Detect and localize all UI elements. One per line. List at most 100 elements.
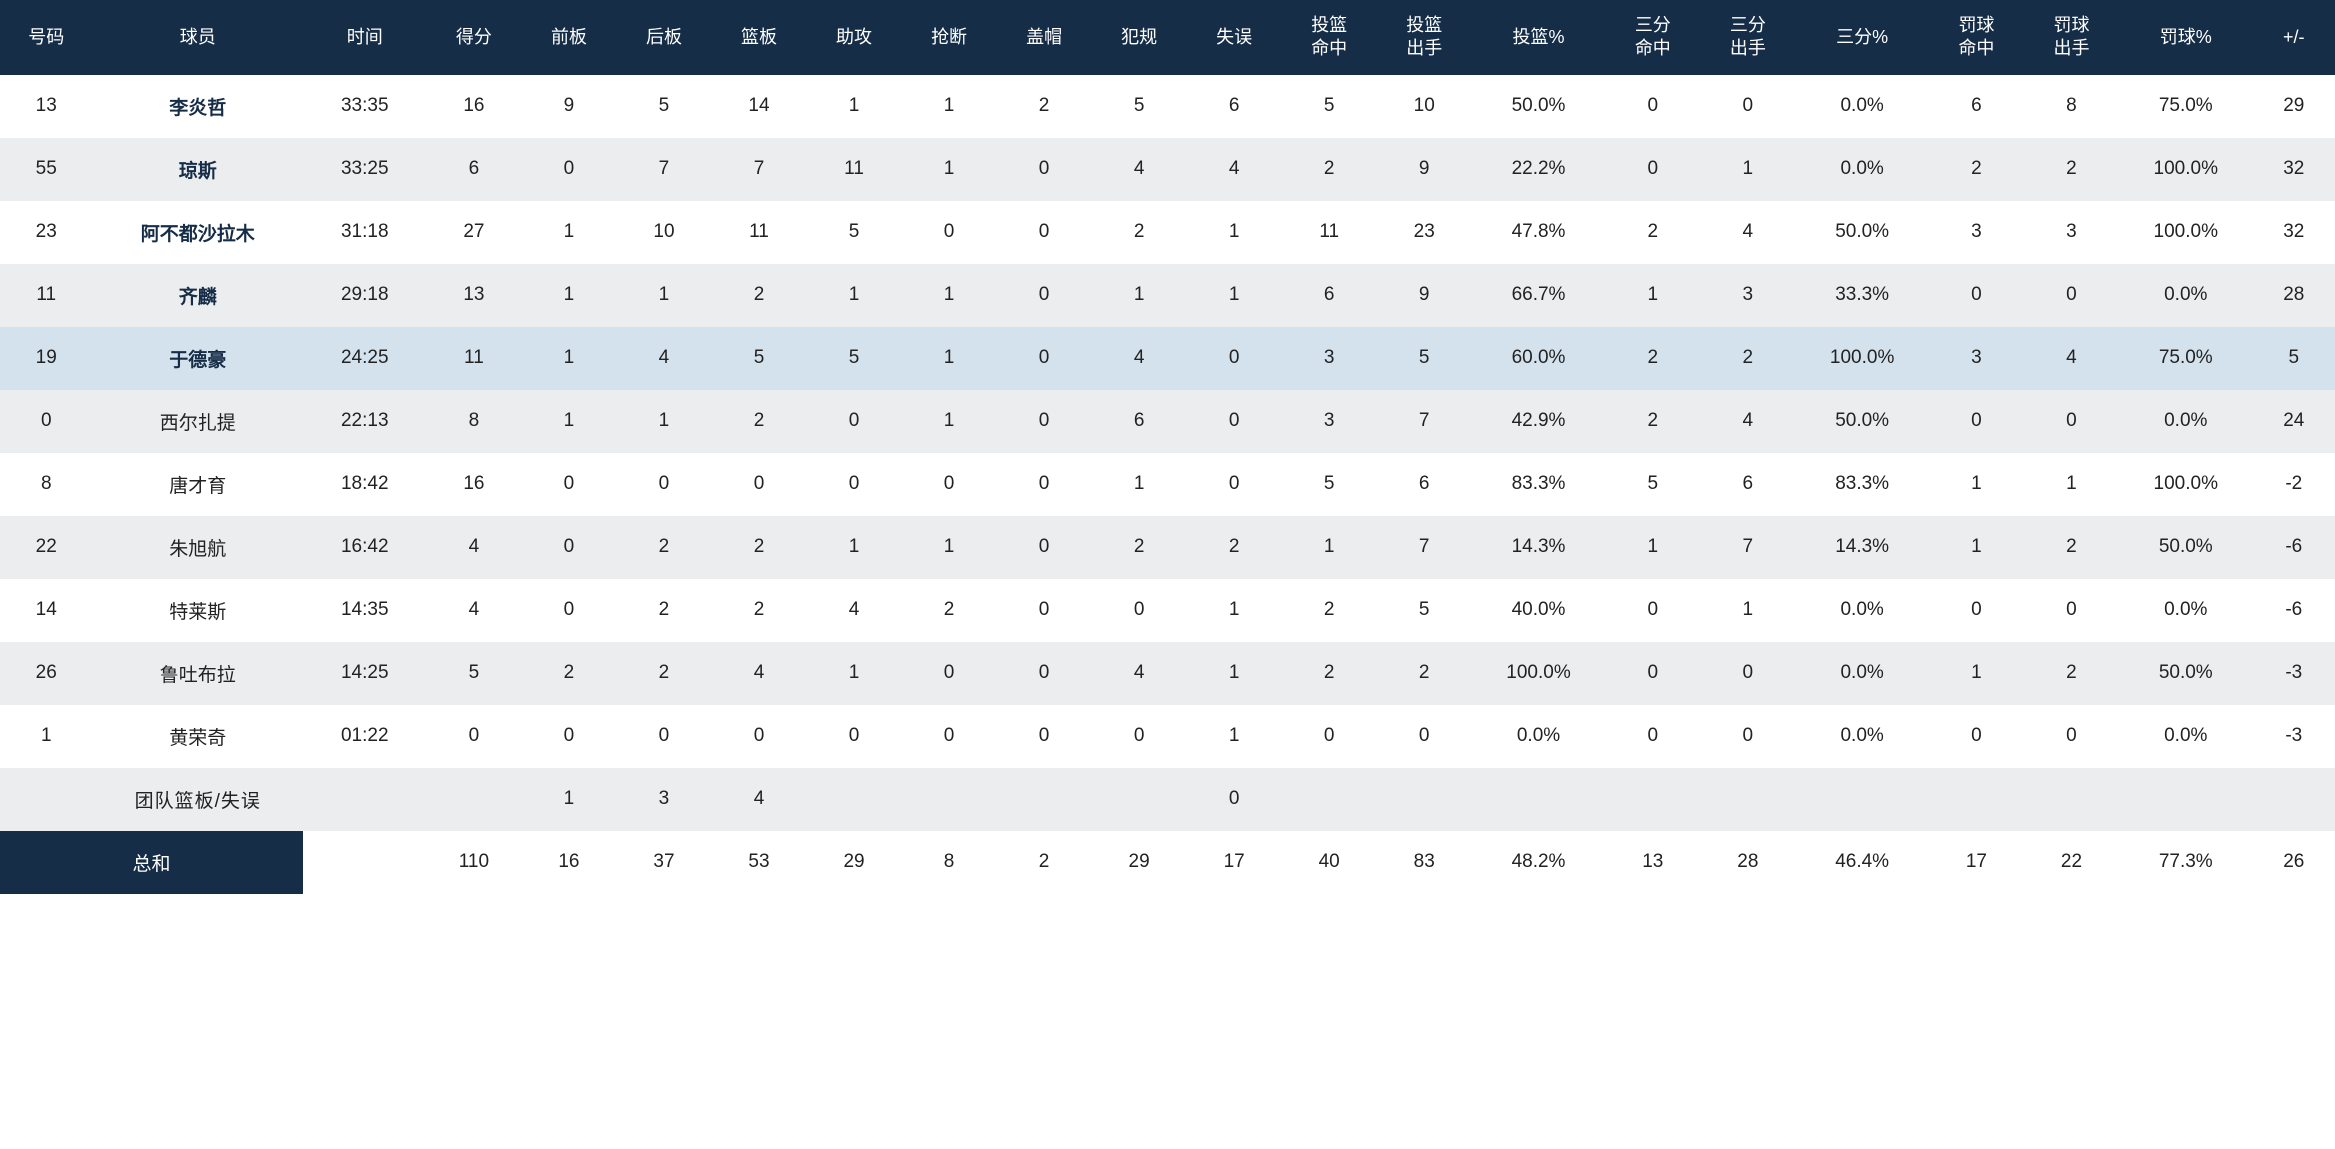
stat-cell: 1	[1605, 516, 1700, 579]
stat-cell: 2	[616, 516, 711, 579]
player-name[interactable]: 阿不都沙拉木	[92, 201, 303, 264]
stat-cell: 19	[0, 327, 92, 390]
stat-cell: 1	[521, 327, 616, 390]
col-header[interactable]: 投篮命中	[1282, 0, 1377, 75]
stat-cell	[0, 768, 92, 831]
stat-cell: 2	[1605, 201, 1700, 264]
col-header[interactable]: 助攻	[807, 0, 902, 75]
stat-cell	[303, 768, 426, 831]
col-header[interactable]: 三分命中	[1605, 0, 1700, 75]
col-header[interactable]: 投篮出手	[1377, 0, 1472, 75]
stat-cell: 0	[997, 327, 1092, 390]
stat-cell: 23	[1377, 201, 1472, 264]
player-name[interactable]: 琼斯	[92, 138, 303, 201]
stat-cell: 55	[0, 138, 92, 201]
stat-cell: 1	[807, 75, 902, 138]
stat-cell: 0	[2024, 579, 2119, 642]
stat-cell: 8	[2024, 75, 2119, 138]
stat-cell: 50.0%	[1795, 390, 1929, 453]
stat-cell: 2	[902, 579, 997, 642]
player-name[interactable]: 黄荣奇	[92, 705, 303, 768]
stat-cell: 50.0%	[1472, 75, 1606, 138]
stat-cell: 4	[426, 579, 521, 642]
col-header[interactable]: 三分%	[1795, 0, 1929, 75]
stat-cell: 1	[1187, 264, 1282, 327]
col-header[interactable]: 罚球出手	[2024, 0, 2119, 75]
stat-cell: 5	[2253, 327, 2335, 390]
table-row: 13李炎哲33:351695141125651050.0%000.0%6875.…	[0, 75, 2335, 138]
stat-cell: 29	[807, 831, 902, 894]
col-header[interactable]: 号码	[0, 0, 92, 75]
stat-cell: 22:13	[303, 390, 426, 453]
stat-cell: 0	[1605, 75, 1700, 138]
stat-cell: 0.0%	[2119, 579, 2253, 642]
player-name[interactable]: 鲁吐布拉	[92, 642, 303, 705]
stat-cell: 3	[616, 768, 711, 831]
stat-cell: 1	[902, 75, 997, 138]
stat-cell: 0.0%	[2119, 390, 2253, 453]
player-name[interactable]: 李炎哲	[92, 75, 303, 138]
stat-cell: 1	[1092, 264, 1187, 327]
stat-cell: 0	[1605, 138, 1700, 201]
stat-cell: 29:18	[303, 264, 426, 327]
stat-cell: 0	[1282, 705, 1377, 768]
stat-cell: 0	[2024, 705, 2119, 768]
stat-cell: 17	[1929, 831, 2024, 894]
stat-cell	[2024, 768, 2119, 831]
stat-cell: 14	[0, 579, 92, 642]
col-header[interactable]: 犯规	[1092, 0, 1187, 75]
stat-cell: 5	[616, 75, 711, 138]
stat-cell: 47.8%	[1472, 201, 1606, 264]
stat-cell: 0.0%	[1795, 75, 1929, 138]
stat-cell: 0	[711, 453, 806, 516]
stat-cell: 5	[1605, 453, 1700, 516]
stat-cell: 0	[997, 201, 1092, 264]
stat-cell: 7	[711, 138, 806, 201]
col-header[interactable]: 抢断	[902, 0, 997, 75]
stat-cell: 1	[1605, 264, 1700, 327]
col-header[interactable]: 盖帽	[997, 0, 1092, 75]
player-name[interactable]: 唐才育	[92, 453, 303, 516]
col-header[interactable]: 时间	[303, 0, 426, 75]
stat-cell: 0	[1187, 327, 1282, 390]
stat-cell: 16:42	[303, 516, 426, 579]
stat-cell: 100.0%	[1472, 642, 1606, 705]
col-header[interactable]: 投篮%	[1472, 0, 1606, 75]
col-header[interactable]: 球员	[92, 0, 303, 75]
stat-cell: 16	[426, 453, 521, 516]
stat-cell: 22	[0, 516, 92, 579]
player-name[interactable]: 朱旭航	[92, 516, 303, 579]
col-header[interactable]: 前板	[521, 0, 616, 75]
player-name[interactable]: 于德豪	[92, 327, 303, 390]
stat-cell: 3	[2024, 201, 2119, 264]
player-name[interactable]: 西尔扎提	[92, 390, 303, 453]
team-row-label: 团队篮板/失误	[92, 768, 303, 831]
stat-cell: 16	[426, 75, 521, 138]
col-header[interactable]: 后板	[616, 0, 711, 75]
col-header[interactable]: 三分出手	[1700, 0, 1795, 75]
stat-cell: 32	[2253, 201, 2335, 264]
player-name[interactable]: 特莱斯	[92, 579, 303, 642]
col-header[interactable]: 得分	[426, 0, 521, 75]
table-row: 0西尔扎提22:138112010603742.9%2450.0%000.0%2…	[0, 390, 2335, 453]
stat-cell: 3	[1929, 201, 2024, 264]
col-header[interactable]: 罚球命中	[1929, 0, 2024, 75]
col-header[interactable]: 罚球%	[2119, 0, 2253, 75]
stat-cell	[2253, 768, 2335, 831]
player-name[interactable]: 齐麟	[92, 264, 303, 327]
stat-cell: 4	[1187, 138, 1282, 201]
stat-cell: 9	[1377, 138, 1472, 201]
stat-cell: 2	[1282, 642, 1377, 705]
stat-cell: 0	[521, 516, 616, 579]
stat-cell: 4	[711, 768, 806, 831]
stat-cell: 0.0%	[2119, 705, 2253, 768]
stat-cell: 4	[807, 579, 902, 642]
stat-cell: 2	[711, 516, 806, 579]
col-header[interactable]: 失误	[1187, 0, 1282, 75]
col-header[interactable]: +/-	[2253, 0, 2335, 75]
stat-cell: 0	[1605, 642, 1700, 705]
stat-cell: 1	[0, 705, 92, 768]
stat-cell: 2	[1092, 201, 1187, 264]
stat-cell: 2	[616, 642, 711, 705]
col-header[interactable]: 篮板	[711, 0, 806, 75]
